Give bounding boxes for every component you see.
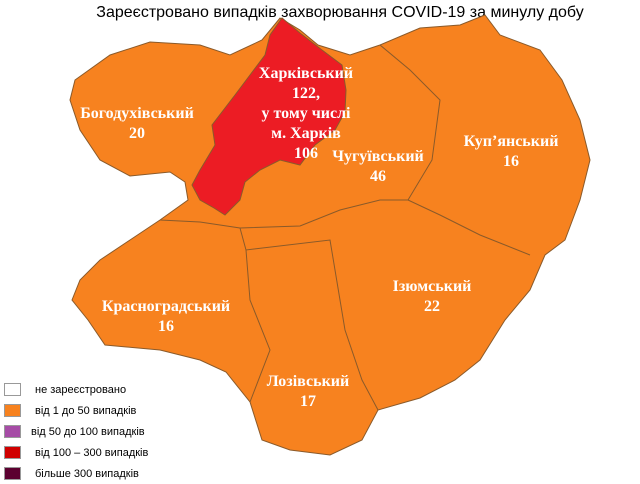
map-legend: не зареєстровано від 1 до 50 випадків ві… [4, 379, 148, 484]
district-value: 17 [299, 393, 316, 410]
district-value: 122, [291, 85, 320, 102]
legend-swatch [4, 383, 21, 396]
legend-item: від 100 – 300 випадків [4, 442, 148, 463]
district-name: Ізюмський [392, 278, 472, 295]
label-iziumskyi: Ізюмський 22 [393, 277, 472, 317]
legend-label: не зареєстровано [35, 383, 127, 396]
city-value: 106 [293, 145, 318, 162]
legend-label: від 1 до 50 випадків [35, 404, 137, 417]
district-value: 22 [423, 298, 440, 315]
label-chuhuivskyi: Чугуївський 46 [332, 147, 424, 187]
legend-item: від 1 до 50 випадків [4, 400, 148, 421]
label-krasnohradskyi: Красноградський 16 [102, 297, 230, 337]
district-city: м. Харків [271, 125, 341, 142]
legend-label: від 100 – 300 випадків [35, 446, 149, 459]
district-value: 46 [369, 168, 386, 185]
district-name: Богодухівський [80, 105, 194, 122]
legend-label: від 50 до 100 випадків [31, 425, 145, 438]
legend-swatch [4, 467, 21, 480]
district-value: 16 [503, 153, 519, 170]
kharkivskyi-district[interactable] [191, 17, 347, 216]
legend-label: більше 300 випадків [35, 467, 139, 480]
label-kharkivskyi: Харківський 122, у тому числі м. Харків … [259, 64, 353, 164]
legend-item: не зареєстровано [4, 379, 148, 400]
district-name: Чугуївський [332, 148, 424, 165]
district-borders [159, 44, 531, 411]
district-name: Харківський [258, 65, 354, 82]
oblast-outline [69, 14, 591, 456]
district-value: 20 [128, 125, 145, 142]
district-note: у тому числі [261, 105, 351, 122]
district-name: Лозівський [266, 373, 350, 390]
label-kupianskyi: Куп’янський 16 [464, 132, 559, 172]
label-bohodukhivskyi: Богодухівський 20 [80, 104, 194, 144]
district-value: 16 [157, 318, 174, 335]
legend-swatch [4, 446, 21, 459]
legend-swatch [4, 404, 21, 417]
legend-item: від 50 до 100 випадків [4, 421, 148, 442]
label-lozivskyi: Лозівський 17 [267, 372, 349, 412]
district-name: Куп’янський [463, 133, 559, 150]
legend-item: більше 300 випадків [4, 463, 148, 484]
legend-swatch [4, 425, 21, 438]
district-name: Красноградський [101, 298, 231, 315]
map-title: Зареєстровано випадків захворювання COVI… [96, 4, 584, 21]
